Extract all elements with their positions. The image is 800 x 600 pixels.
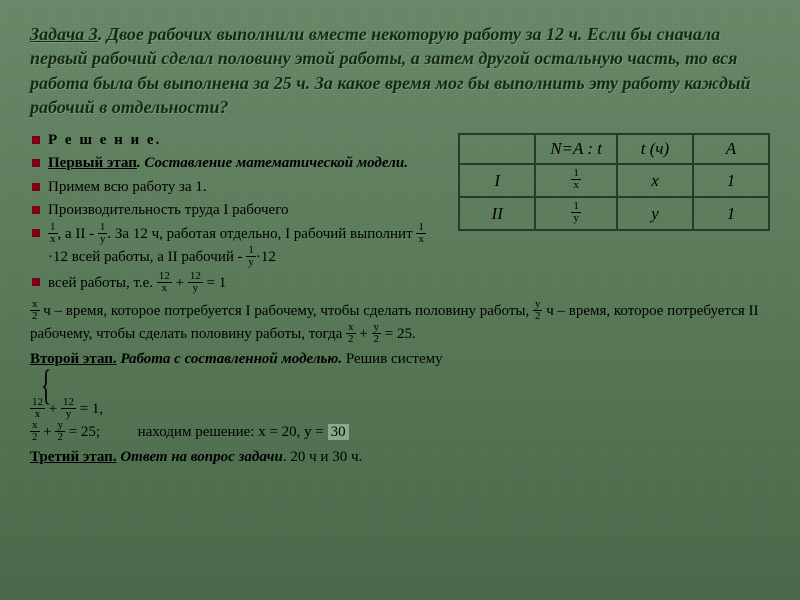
th-n: N=A : t <box>535 134 617 164</box>
cell-1y: 1y <box>535 197 617 230</box>
frac-12x: 12x <box>157 271 172 294</box>
th-t: t (ч) <box>617 134 693 164</box>
frac-x2-b: x2 <box>346 322 356 345</box>
th-empty <box>459 134 535 164</box>
problem-title: Задача 3. Двое рабочих выполнили вместе … <box>30 22 770 119</box>
system: { <box>30 373 770 396</box>
line-4: всей работы, т.е. 12x + 12y = 1 <box>30 272 440 295</box>
table-row: I 1x x 1 <box>459 164 769 197</box>
stage2: Второй этап. Работа с составленной модел… <box>30 348 770 371</box>
slide: Задача 3. Двое рабочих выполнили вместе … <box>0 0 800 481</box>
frac-y2-b: y2 <box>372 322 382 345</box>
stage2-text: Работа с составленной моделью. <box>117 351 342 367</box>
content-row: Р е ш е н и е. Первый этап. Составление … <box>30 127 770 298</box>
line-2: Производительность труда I рабочего <box>30 200 440 220</box>
frac-x2: x2 <box>30 299 40 322</box>
frac-1y-b: 1y <box>246 245 256 268</box>
task-label: Задача 3 <box>30 24 98 44</box>
frac-1y: 1y <box>98 222 108 245</box>
table-row: II 1y y 1 <box>459 197 769 230</box>
line-1: Примем всю работу за 1. <box>30 177 440 197</box>
stage1-text: . Составление математической модели. <box>137 155 408 171</box>
cell-x: x <box>617 164 693 197</box>
stage3-text: Ответ на вопрос задачи <box>117 449 283 465</box>
body-lower: x2 ч – время, которое потребуется I рабо… <box>30 300 770 468</box>
stage3: Третий этап. Ответ на вопрос задачи. 20 … <box>30 446 770 469</box>
title-text: . Двое рабочих выполнили вместе некотору… <box>30 24 750 117</box>
cell-II: II <box>459 197 535 230</box>
brace-icon: { <box>41 375 51 398</box>
y-highlight: 30 <box>328 424 349 440</box>
cell-1b: 1 <box>693 197 769 230</box>
frac-1x-b: 1x <box>416 222 426 245</box>
stage3-label: Третий этап. <box>30 449 117 465</box>
solution-heading: Р е ш е н и е. <box>48 132 161 148</box>
cell-1x: 1x <box>535 164 617 197</box>
frac-y2: y2 <box>533 299 543 322</box>
answer-text: . 20 ч и 30 ч. <box>283 449 362 465</box>
cell-I: I <box>459 164 535 197</box>
table-row: N=A : t t (ч) A <box>459 134 769 164</box>
time-sentence: x2 ч – время, которое потребуется I рабо… <box>30 300 770 346</box>
data-table: N=A : t t (ч) A I 1x x 1 II 1y y 1 <box>458 133 770 231</box>
cell-y: y <box>617 197 693 230</box>
solution-left: Р е ш е н и е. Первый этап. Составление … <box>30 127 440 298</box>
frac-1x: 1x <box>48 222 58 245</box>
th-a: A <box>693 134 769 164</box>
find-text: находим решение: x = 20, y = <box>138 424 328 440</box>
cell-1a: 1 <box>693 164 769 197</box>
frac-12y: 12y <box>188 271 203 294</box>
line-3: 1x, а II - 1y. За 12 ч, работая отдельно… <box>30 223 440 269</box>
stage1-label: Первый этап <box>48 155 137 171</box>
stage2-tail: Решив систему <box>342 351 443 367</box>
